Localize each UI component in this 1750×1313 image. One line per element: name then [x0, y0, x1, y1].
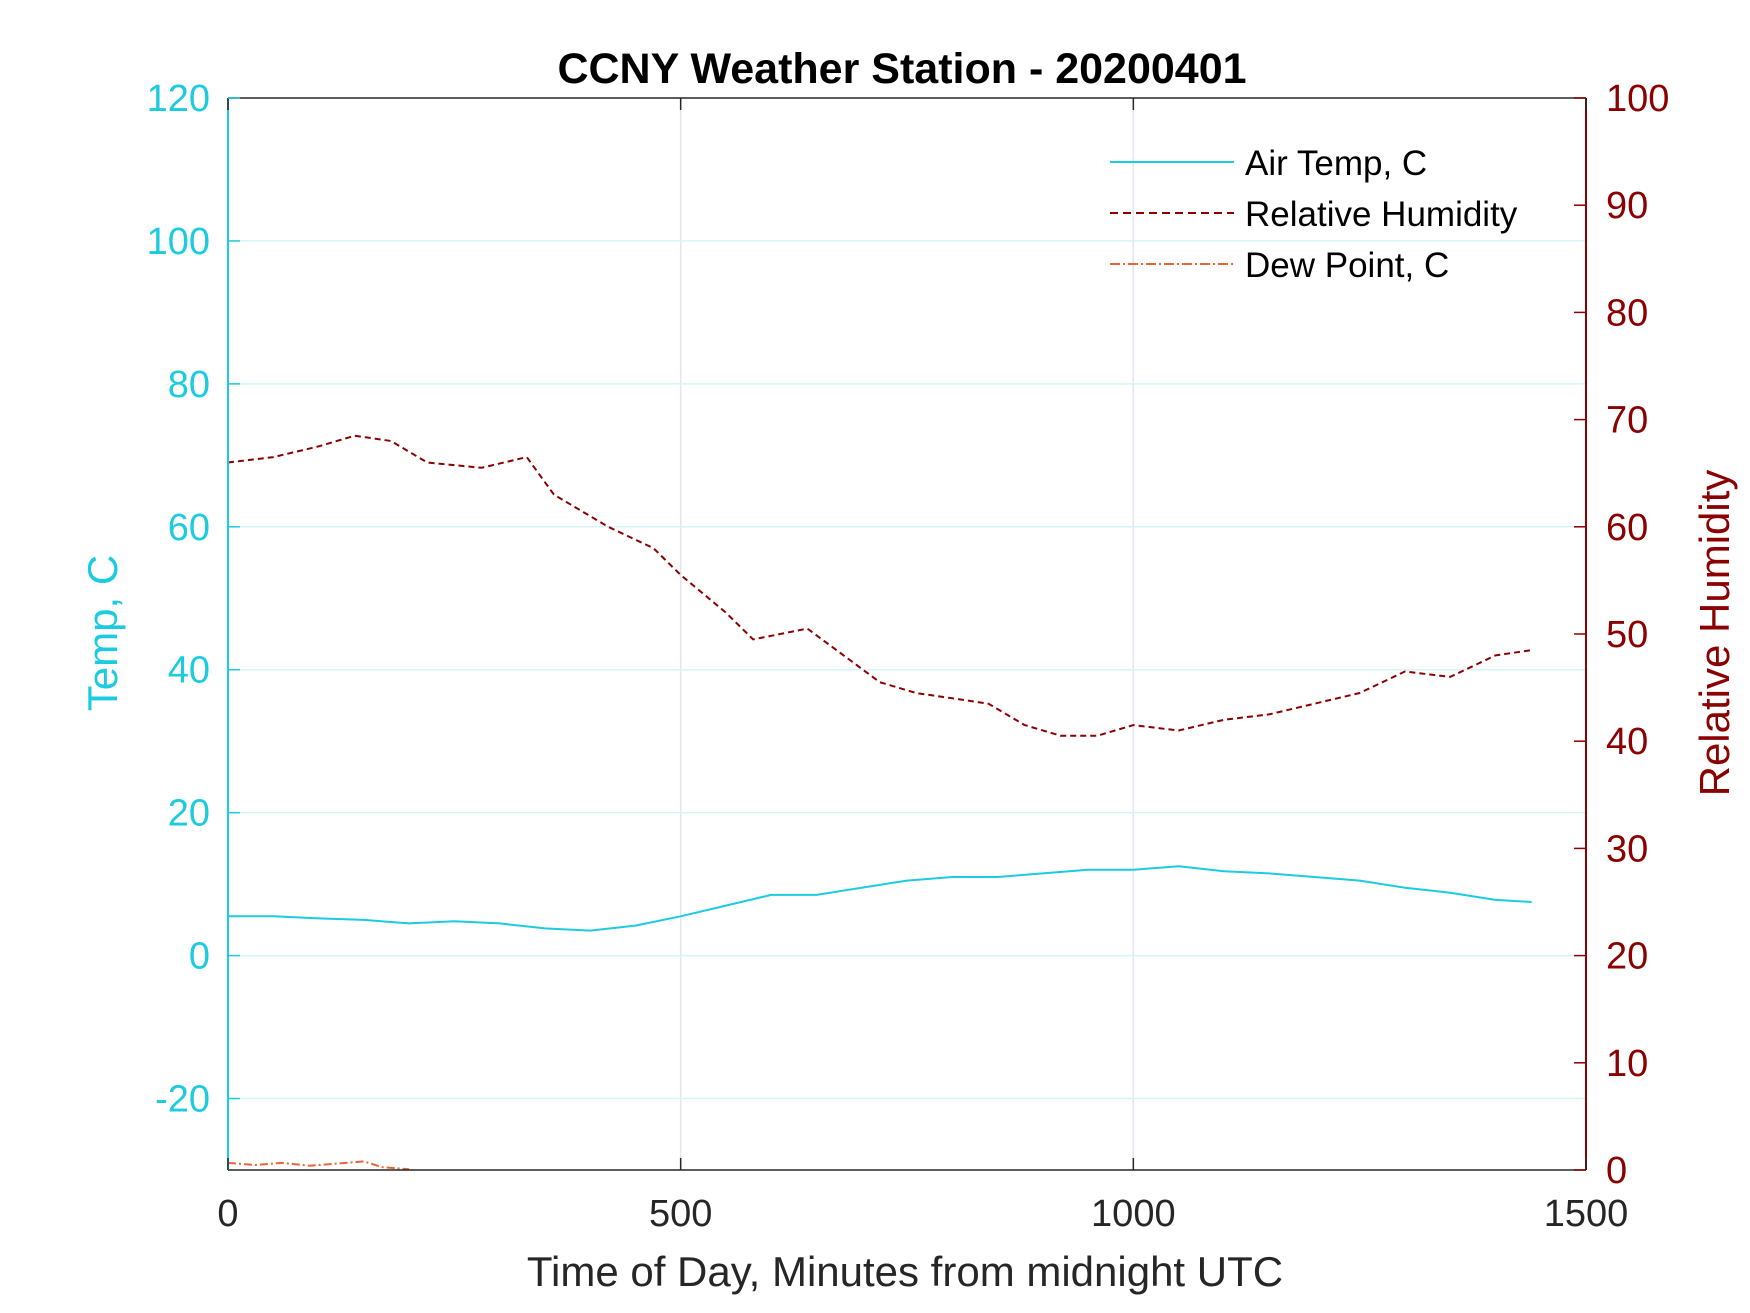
legend-label-air-temp: Air Temp, C: [1245, 144, 1427, 183]
grid: [228, 98, 1586, 1170]
right-y-tick-label: 50: [1606, 614, 1648, 656]
legend-label-relative-humidity: Relative Humidity: [1245, 195, 1518, 234]
legend-label-dew-point: Dew Point, C: [1245, 246, 1449, 285]
right-y-tick-label: 0: [1606, 1150, 1627, 1192]
right-y-tick-label: 40: [1606, 721, 1648, 763]
right-y-tick-label: 80: [1606, 292, 1648, 334]
tick-labels: 0 500 1000 1500 -20 0 20 40 60 80 100 120 0 10 20 30 40 5…: [147, 78, 1670, 1235]
left-y-tick-label: -20: [155, 1079, 210, 1121]
left-y-tick-label: 100: [147, 221, 210, 263]
x-tick-label: 0: [217, 1193, 238, 1235]
series-relative-humidity-line: [227, 434, 1532, 737]
x-tick-label: 1500: [1544, 1193, 1629, 1235]
right-y-tick-label: 30: [1606, 828, 1648, 870]
left-y-tick-label: 80: [168, 364, 210, 406]
chart-title: CCNY Weather Station - 20200401: [557, 45, 1246, 93]
right-y-axis-label: Relative Humidity: [1691, 470, 1738, 797]
left-y-tick-label: 0: [189, 936, 210, 978]
x-tick-label: 500: [649, 1193, 712, 1235]
right-y-tick-label: 10: [1606, 1043, 1648, 1085]
left-y-axis-label: Temp, C: [79, 555, 126, 711]
right-y-tick-label: 70: [1606, 400, 1648, 442]
x-axis-label: Time of Day, Minutes from midnight UTC: [527, 1248, 1283, 1295]
legend: Air Temp, C Relative Humidity Dew Point,…: [1110, 144, 1518, 285]
left-y-tick-label: 40: [168, 650, 210, 692]
right-y-tick-label: 60: [1606, 507, 1648, 549]
x-tick-label: 1000: [1091, 1193, 1176, 1235]
right-y-tick-label: 20: [1606, 936, 1648, 978]
right-y-tick-label: 100: [1606, 78, 1669, 120]
right-y-tick-label: 90: [1606, 185, 1648, 227]
left-y-tick-label: 20: [168, 793, 210, 835]
left-y-tick-label: 120: [147, 78, 210, 120]
left-y-tick-label: 60: [168, 507, 210, 549]
series-layer: [227, 434, 1532, 1171]
axes: [227, 97, 1587, 1171]
series-air-temp-line: [228, 865, 1532, 932]
